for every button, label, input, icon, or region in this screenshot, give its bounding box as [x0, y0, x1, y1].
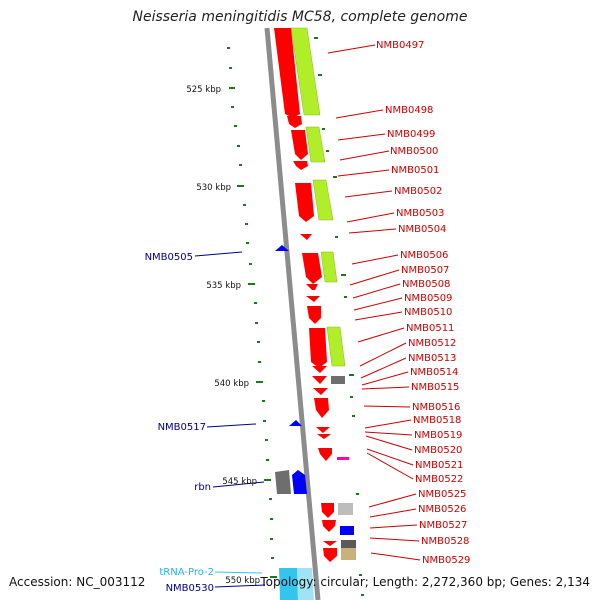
scale-label: 550 kbp	[225, 576, 260, 586]
left-gene-labels: NMB0505 NMB0517 rbn NMB0530	[145, 252, 214, 594]
gene-label[interactable]: NMB0501	[391, 165, 439, 176]
right-gene-labels: NMB0497 NMB0498 NMB0499 NMB0500 NMB0501 …	[376, 40, 470, 566]
gene-label[interactable]: NMB0526	[418, 504, 466, 515]
gene-label[interactable]: NMB0527	[419, 520, 467, 531]
genome-backbone	[264, 27, 321, 600]
reverse-cds-track	[275, 245, 354, 535]
orf-track	[290, 27, 346, 367]
trna-label[interactable]: tRNA-Pro-2	[159, 567, 214, 578]
label-connectors	[327, 44, 421, 561]
gene-label[interactable]: NMB0498	[385, 105, 433, 116]
accession-text: Accession: NC_003112	[9, 575, 146, 589]
gene-label[interactable]: NMB0511	[406, 323, 454, 334]
gene-label[interactable]: NMB0514	[410, 367, 458, 378]
gene-label[interactable]: NMB0529	[422, 555, 470, 566]
genome-summary-text: Topology: circular; Length: 2,272,360 bp…	[260, 575, 590, 589]
scale-label: 540 kbp	[214, 379, 249, 389]
gene-label[interactable]: NMB0517	[158, 422, 206, 433]
gene-label[interactable]: NMB0528	[421, 536, 469, 547]
gene-label[interactable]: NMB0512	[408, 338, 456, 349]
gene-label[interactable]: NMB0502	[394, 186, 442, 197]
gene-label[interactable]: NMB0515	[411, 382, 459, 393]
gene-label[interactable]: NMB0503	[396, 208, 444, 219]
gene-label[interactable]: NMB0510	[404, 307, 452, 318]
scale-label: 535 kbp	[206, 281, 241, 291]
gene-label[interactable]: NMB0500	[390, 146, 438, 157]
gene-label[interactable]: NMB0519	[414, 430, 462, 441]
scale-label: 545 kbp	[222, 477, 257, 487]
gene-label[interactable]: NMB0518	[413, 415, 461, 426]
trna-connector	[214, 571, 263, 574]
gene-label[interactable]: NMB0530	[166, 583, 214, 594]
gene-label[interactable]: NMB0504	[398, 224, 446, 235]
gene-label[interactable]: NMB0497	[376, 40, 424, 51]
left-label-connectors	[194, 251, 266, 588]
gene-label[interactable]: NMB0513	[408, 353, 456, 364]
gene-label[interactable]: rbn	[194, 482, 211, 493]
gene-label[interactable]: NMB0507	[401, 265, 449, 276]
gene-label[interactable]: NMB0522	[415, 474, 463, 485]
gene-label[interactable]: NMB0520	[414, 445, 462, 456]
gene-label[interactable]: NMB0508	[402, 279, 450, 290]
scale-labels: 525 kbp 530 kbp 535 kbp 540 kbp 545 kbp …	[186, 85, 260, 586]
scale-label: 530 kbp	[196, 183, 231, 193]
misc-feature-track	[275, 376, 356, 600]
scale-track	[227, 37, 364, 596]
forward-cds-track	[274, 28, 337, 562]
gene-label[interactable]: NMB0506	[400, 250, 448, 261]
gene-label[interactable]: NMB0499	[387, 129, 435, 140]
gene-label[interactable]: NMB0521	[415, 460, 463, 471]
gene-label[interactable]: NMB0516	[412, 402, 460, 413]
gene-label[interactable]: NMB0505	[145, 252, 193, 263]
scale-label: 525 kbp	[186, 85, 221, 95]
gene-label[interactable]: NMB0525	[418, 489, 466, 500]
map-title: Neisseria meningitidis MC58, complete ge…	[132, 9, 468, 25]
gene-label[interactable]: NMB0509	[404, 293, 452, 304]
